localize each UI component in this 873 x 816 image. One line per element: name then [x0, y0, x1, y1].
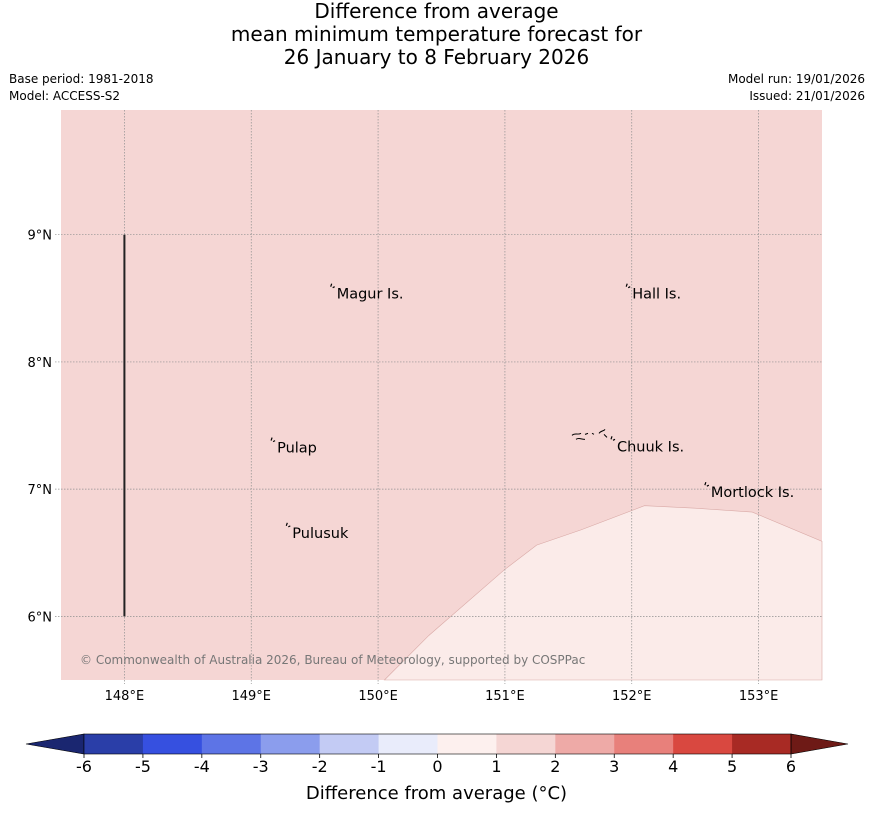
colorbar-under-arrow: [25, 733, 85, 755]
lon-tick-label: 153°E: [739, 689, 779, 704]
anomaly-region-low: [383, 505, 823, 681]
lat-tick-label: 6°N: [28, 610, 53, 625]
colorbar-tick-label: 3: [609, 757, 619, 776]
colorbar-segment: [614, 734, 674, 754]
title-line-1: Difference from average: [314, 0, 559, 23]
island-marker: [270, 437, 276, 443]
copyright-text: © Commonwealth of Australia 2026, Bureau…: [80, 653, 585, 667]
place-label[interactable]: Pulap: [277, 441, 317, 457]
place-label[interactable]: Pulusuk: [292, 526, 349, 542]
colorbar-segment: [437, 734, 497, 754]
lat-tick-label: 9°N: [28, 229, 53, 244]
colorbar-segment: [319, 734, 380, 754]
colorbar-tick-label: 0: [432, 757, 442, 776]
colorbar-segment: [260, 734, 321, 754]
colorbar-tick-label: 2: [550, 757, 560, 776]
island-marker: [625, 283, 631, 289]
place-label[interactable]: Chuuk Is.: [617, 439, 684, 455]
base-period: Base period: 1981-2018: [9, 72, 154, 86]
colorbar-tick-label: -1: [371, 757, 387, 776]
place-label[interactable]: Hall Is.: [632, 287, 681, 303]
lon-tick-label: 150°E: [358, 689, 398, 704]
lon-tick-label: 151°E: [485, 689, 525, 704]
colorbar-tick-label: 5: [727, 757, 737, 776]
colorbar-tick-label: -2: [312, 757, 328, 776]
title-line-2: mean minimum temperature forecast for: [230, 22, 643, 46]
colorbar-tick-label: -5: [135, 757, 151, 776]
colorbar-tick-label: 1: [491, 757, 501, 776]
model-name: Model: ACCESS-S2: [9, 89, 121, 103]
chuuk-islands-outline: [571, 429, 608, 440]
colorbar-tick-label: -3: [253, 757, 269, 776]
colorbar-tick-label: -6: [76, 757, 92, 776]
colorbar-segment: [496, 734, 556, 754]
colorbar-tick-label: -4: [194, 757, 210, 776]
meta-right: Model run: 19/01/2026 Issued: 21/01/2026: [728, 71, 865, 105]
colorbar-segment: [142, 734, 203, 754]
colorbar-label: Difference from average (°C): [305, 783, 568, 804]
island-marker: [704, 481, 710, 487]
place-label[interactable]: Magur Is.: [337, 287, 404, 303]
colorbar-tick-label: 4: [668, 757, 678, 776]
island-marker: [330, 283, 335, 289]
chart-title: Difference from average mean minimum tem…: [0, 0, 873, 69]
colorbar-over-arrow: [790, 733, 849, 755]
lat-tick-label: 8°N: [28, 356, 53, 371]
island-marker: [285, 522, 291, 528]
model-run: Model run: 19/01/2026: [727, 72, 865, 86]
lon-tick-label: 152°E: [612, 689, 652, 704]
colorbar-tick-label: 6: [786, 757, 796, 776]
colorbar-segment: [732, 734, 792, 754]
title-line-3: 26 January to 8 February 2026: [283, 45, 590, 69]
meta-left: Base period: 1981-2018 Model: ACCESS-S2: [9, 71, 154, 105]
colorbar-segment: [673, 734, 733, 754]
lon-tick-label: 149°E: [231, 689, 271, 704]
colorbar-segment: [201, 734, 262, 754]
colorbar-segment: [555, 734, 615, 754]
colorbar-segment: [84, 734, 144, 754]
lat-tick-label: 7°N: [28, 483, 53, 498]
lon-tick-label: 148°E: [105, 689, 145, 704]
island-marker: [610, 436, 616, 441]
issued-date: Issued: 21/01/2026: [749, 89, 865, 103]
colorbar-segment: [378, 734, 438, 754]
place-label[interactable]: Mortlock Is.: [711, 485, 794, 501]
